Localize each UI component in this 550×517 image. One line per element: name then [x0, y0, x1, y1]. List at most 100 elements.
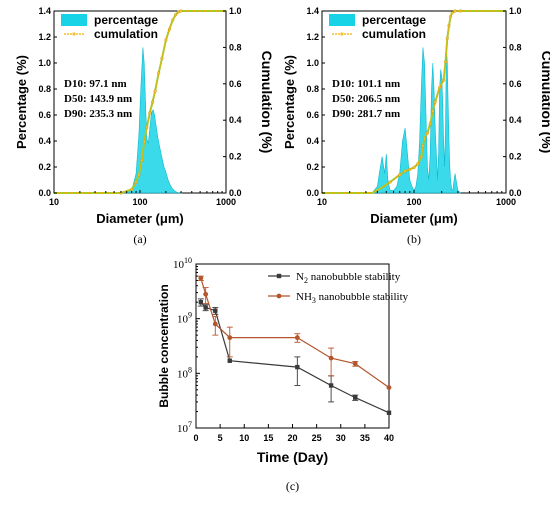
legend-marker-cumulation [72, 32, 76, 36]
cumulation-point [388, 180, 392, 184]
data-point [328, 355, 334, 361]
x-tick-label: 10 [49, 197, 59, 207]
cumulation-point [151, 100, 155, 104]
y2-tick-label: 0.2 [229, 152, 242, 162]
x-axis-label: Diameter (μm) [370, 211, 457, 226]
y2-tick-label: 0.0 [229, 188, 242, 198]
series-line [200, 278, 390, 388]
x-tick-label: 25 [312, 433, 322, 443]
y-tick-label: 1.4 [38, 6, 51, 16]
data-point [227, 335, 233, 341]
y2-tick-label: 0.4 [509, 115, 522, 125]
data-point [386, 385, 392, 390]
y-axis-label: Percentage (%) [282, 55, 297, 149]
data-point [203, 305, 208, 310]
y-tick-label: 0.0 [306, 188, 319, 198]
data-point [212, 321, 218, 327]
stat-label: D90: 235.3 nm [64, 108, 132, 120]
cumulation-point [179, 9, 183, 13]
y-tick-label: 0.6 [306, 110, 319, 120]
data-point [198, 275, 204, 281]
y-tick-label: 1.2 [306, 32, 319, 42]
cumulation-point [176, 10, 181, 14]
stat-label: D50: 143.9 nm [64, 93, 132, 105]
cumulation-point [447, 24, 451, 28]
y-tick-label: 0.4 [306, 136, 319, 146]
cumulation-point [160, 56, 164, 60]
stat-label: D90: 281.7 nm [332, 108, 400, 120]
cumulation-point [412, 165, 416, 170]
percentage-area [120, 47, 183, 194]
x-axis-label: Diameter (μm) [96, 211, 183, 226]
data-point [352, 361, 358, 367]
y-tick-label: 109 [177, 311, 192, 326]
cumulation-point [142, 140, 146, 144]
cumulation-point [137, 173, 141, 177]
cumulation-point [157, 71, 161, 75]
x-tick-label: 10 [317, 197, 327, 207]
legend-marker [276, 273, 282, 279]
cumulation-point [449, 14, 453, 19]
cumulation-point [148, 111, 152, 115]
legend-swatch-percentage [329, 14, 355, 26]
y-tick-label: 0.8 [38, 84, 51, 94]
x-tick-label: 100 [406, 197, 421, 207]
legend-marker-cumulation [340, 32, 344, 36]
legend-label-cumulation: cumulation [362, 27, 426, 41]
legend-label: N2 nanobubble stability [296, 271, 401, 285]
y2-tick-label: 0.2 [509, 152, 522, 162]
legend-label-percentage: percentage [94, 13, 158, 27]
cumulation-point [130, 187, 134, 191]
y-tick-label: 108 [177, 365, 192, 380]
cumulation-point [445, 36, 449, 40]
y2-tick-label: 1.0 [509, 6, 522, 16]
cumulation-point [428, 122, 432, 126]
x-axis-label: Time (Day) [257, 449, 328, 465]
y-tick-label: 1.2 [38, 32, 51, 42]
series-line [200, 301, 390, 414]
y2-tick-label: 0.4 [229, 115, 242, 125]
y-tick-label: 1010 [173, 256, 192, 271]
x-tick-label: 10 [239, 433, 249, 443]
x-tick-label: 40 [384, 433, 394, 443]
y-tick-label: 107 [177, 420, 192, 435]
y2-tick-label: 1.0 [229, 6, 242, 16]
cumulation-point [453, 9, 457, 13]
legend-label: NH3 nanobubble stability [296, 291, 409, 305]
percentage-area [371, 47, 462, 194]
cumulation-point [442, 78, 446, 82]
x-tick-label: 0 [193, 433, 198, 443]
cumulation-point [458, 9, 463, 13]
data-point [294, 335, 300, 341]
cumulation-point [153, 89, 157, 93]
cumulation-point [425, 131, 429, 135]
y-tick-label: 0.8 [306, 84, 319, 94]
cumulation-point [171, 18, 175, 22]
cumulation-point [134, 180, 138, 184]
panel-c-chart: 0 5 10 15 20 25 30 35 40 107 108 109 1010 N2 nanobubb… [157, 256, 409, 493]
y2-tick-label: 0.0 [509, 188, 522, 198]
x-tick-label: 1000 [216, 197, 236, 207]
cumulation-point [450, 11, 454, 15]
y-tick-label: 0.4 [38, 136, 51, 146]
panel-b-chart: 0.0 0.2 0.4 0.6 0.8 1.0 1.2 1.4 0.0 0.2 0.4 0.6 0.8 1… [282, 6, 550, 246]
cumulation-point [174, 13, 178, 17]
legend-marker [276, 293, 282, 299]
panel-caption: (b) [407, 232, 421, 246]
y-axis-label: Bubble concentration [157, 284, 171, 407]
stat-label: D10: 97.1 nm [64, 78, 127, 90]
y2-axis-label: Cumulation (%) [539, 51, 550, 154]
x-tick-label: 20 [287, 433, 297, 443]
cumulation-point [438, 85, 442, 89]
x-tick-label: 35 [360, 433, 370, 443]
y2-axis-label: Cumulation (%) [259, 51, 275, 154]
y-tick-label: 1.4 [306, 6, 319, 16]
data-point [295, 364, 300, 370]
cumulation-point [443, 60, 448, 64]
y-tick-label: 0.2 [38, 162, 51, 172]
legend-label-cumulation: cumulation [94, 27, 158, 41]
panel-a-chart: 0.0 0.2 0.4 0.6 0.8 1.0 1.2 1.4 0.0 0.2 0.4 0.6 0.8 1… [14, 6, 275, 246]
y-tick-label: 1.0 [38, 58, 51, 68]
x-tick-label: 100 [132, 197, 147, 207]
